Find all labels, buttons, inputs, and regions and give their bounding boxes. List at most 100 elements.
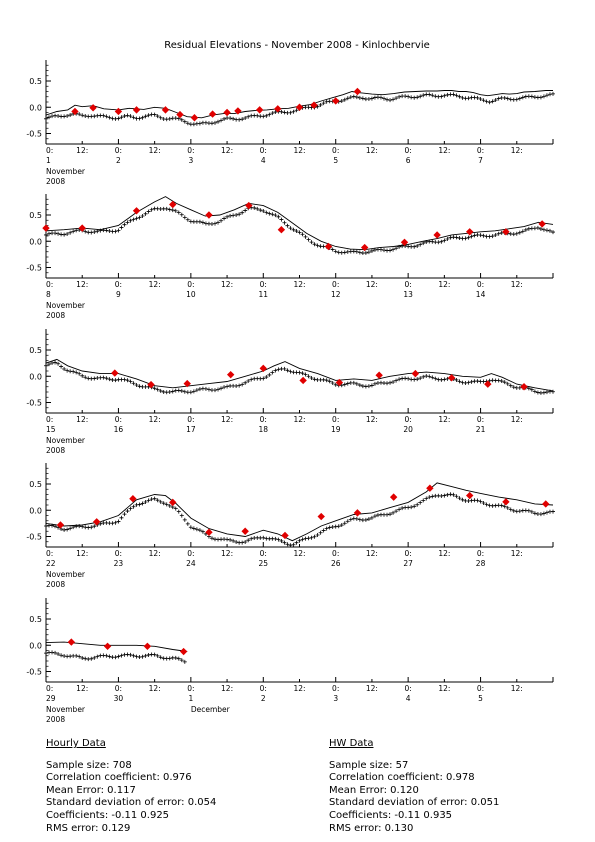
observed-point <box>116 519 121 524</box>
observed-point <box>104 114 109 119</box>
x-tick-label: 0: <box>332 146 339 155</box>
observed-point <box>312 242 317 247</box>
x-tick-label: 0: <box>477 415 484 424</box>
x-tick-label: 0: <box>115 549 122 558</box>
x-tick-label: 12: <box>149 549 161 558</box>
observed-point <box>225 384 230 389</box>
x-tick-label: 12: <box>293 280 305 289</box>
observed-point <box>228 537 233 542</box>
x-tick-label: 12: <box>511 146 523 155</box>
observed-point <box>167 207 172 212</box>
observed-point <box>499 503 504 508</box>
observed-point <box>309 240 314 245</box>
observed-point <box>104 653 109 658</box>
observed-point <box>324 99 329 104</box>
observed-point <box>261 114 266 119</box>
x-tick-label: 0: <box>404 415 411 424</box>
x-tick-label: 12: <box>511 684 523 693</box>
observed-point <box>415 377 420 382</box>
observed-point <box>240 210 245 215</box>
observed-point <box>445 492 450 497</box>
chart-title: Residual Elevations - November 2008 - Ki… <box>164 40 430 51</box>
observed-point <box>415 502 420 507</box>
observed-point <box>551 91 555 96</box>
hw-point <box>169 498 177 507</box>
observed-point <box>173 506 178 511</box>
x-tick-label: 12: <box>366 146 378 155</box>
observed-point <box>152 496 157 501</box>
x-tick-label: 12: <box>221 549 233 558</box>
observed-point <box>466 235 471 240</box>
x-tick-label: 0: <box>404 684 411 693</box>
x-tick-label: 12: <box>76 146 88 155</box>
observed-point <box>203 120 208 125</box>
year-label: 2008 <box>46 580 65 589</box>
observed-point <box>140 115 145 120</box>
observed-point <box>496 231 501 236</box>
observed-point <box>122 512 127 517</box>
observed-point <box>213 120 217 125</box>
hw-mean-error: Mean Error: 0.120 <box>329 784 419 796</box>
observed-point <box>427 92 432 97</box>
month-label: November <box>46 167 86 176</box>
x-tick-label: 0: <box>477 684 484 693</box>
observed-point <box>110 521 115 526</box>
observed-point <box>478 233 483 238</box>
observed-point <box>240 382 245 387</box>
observed-point <box>523 227 528 232</box>
observed-point <box>185 521 190 526</box>
observed-point <box>520 95 525 100</box>
observed-point <box>297 230 302 235</box>
x-tick-label: 0: <box>115 684 122 693</box>
observed-point <box>270 212 275 217</box>
observed-point <box>86 376 91 381</box>
observed-point <box>490 234 495 239</box>
x-tick-label: 12: <box>438 684 450 693</box>
observed-point <box>403 376 408 381</box>
year-label: 2008 <box>46 311 65 320</box>
x-tick-label: 0: <box>187 146 194 155</box>
observed-point <box>351 249 356 254</box>
x-tick-label: 0: <box>187 684 194 693</box>
observed-point <box>397 244 402 249</box>
observed-point <box>176 210 181 215</box>
hw-point <box>375 371 383 379</box>
day-label: 25 <box>259 559 269 568</box>
observed-point <box>267 372 272 377</box>
observed-point <box>71 369 76 374</box>
y-tick-label: 0.0 <box>29 103 42 112</box>
observed-point <box>185 217 190 222</box>
observed-point <box>360 96 365 101</box>
x-tick-label: 0: <box>46 146 53 155</box>
day-label: 3 <box>333 694 338 703</box>
observed-point <box>50 360 55 365</box>
hw-point <box>234 107 242 115</box>
x-tick-label: 0: <box>46 684 53 693</box>
observed-point <box>77 524 82 529</box>
observed-point <box>400 506 405 511</box>
day-label: 17 <box>186 425 196 434</box>
observed-point <box>246 114 251 119</box>
observed-point <box>535 225 540 230</box>
observed-point <box>80 524 85 529</box>
hw-point <box>111 369 119 377</box>
observed-point <box>146 209 151 214</box>
observed-point <box>418 376 423 381</box>
observed-point <box>182 215 187 220</box>
observed-point <box>418 94 423 99</box>
observed-point <box>273 110 278 115</box>
panel-5: 0.5 0.0 -0.5 0: 12: 0: 12: 0: 12: 0: 12: 0: 12: 0: 12:… <box>26 598 554 724</box>
observed-point <box>179 212 184 217</box>
observed-point <box>412 504 417 509</box>
observed-point <box>95 229 100 234</box>
observed-point <box>270 370 275 375</box>
observed-point <box>448 235 453 240</box>
observed-point <box>385 97 390 102</box>
observed-point <box>517 509 522 514</box>
observed-point <box>146 113 151 118</box>
observed-point <box>508 383 513 388</box>
observed-point <box>222 216 227 221</box>
hw-sample-size: Sample size: 57 <box>329 759 409 771</box>
x-tick-label: 0: <box>260 549 267 558</box>
observed-point <box>258 208 263 213</box>
